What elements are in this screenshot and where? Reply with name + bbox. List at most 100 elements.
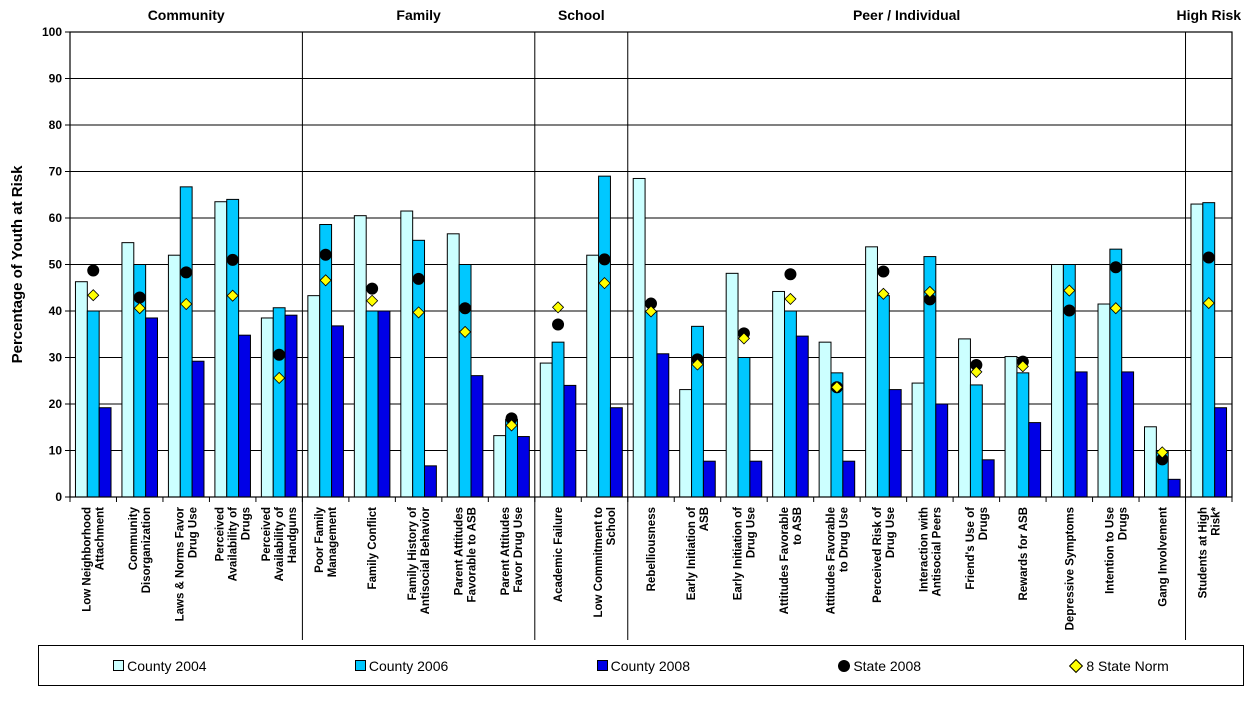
marker-state-2008 <box>598 253 611 266</box>
marker-8-state-norm <box>598 277 611 290</box>
marker-8-state-norm <box>366 294 379 307</box>
marker-8-state-norm <box>691 358 704 371</box>
legend-label-county-2004: County 2004 <box>127 657 207 674</box>
marker-state-2008 <box>1109 261 1122 274</box>
bar-county-2006 <box>969 384 983 498</box>
marker-state-2008 <box>226 253 239 266</box>
marker-8-state-norm <box>180 297 193 311</box>
bar-county-2004 <box>632 177 646 498</box>
y-tick-label: 50 <box>49 258 63 272</box>
marker-8-state-norm <box>226 289 239 302</box>
marker-state-2008 <box>366 282 379 295</box>
marker-8-state-norm <box>319 274 332 287</box>
marker-state-2008 <box>970 358 983 371</box>
legend-label-county-2006: County 2006 <box>368 657 449 674</box>
bar-county-2008 <box>609 407 623 498</box>
x-tick-label: Interaction withAntisocial Peers <box>918 507 943 596</box>
bar-county-2006 <box>1202 202 1216 498</box>
x-tick-label: Friend's Use ofDrugs <box>965 507 990 590</box>
bar-county-2004 <box>121 242 135 498</box>
x-tick-label: Academic Failure <box>553 507 565 602</box>
bar-county-2008 <box>191 360 205 498</box>
marker-state-2008 <box>877 265 890 278</box>
legend-item-8-state-norm: 8 State Norm <box>1069 657 1169 674</box>
marker-state-2008 <box>645 297 657 310</box>
y-tick-label: 60 <box>49 211 63 225</box>
marker-8-state-norm <box>970 365 983 378</box>
bar-county-2008 <box>888 389 902 498</box>
bar-county-2008 <box>1121 371 1135 498</box>
group-header: Community <box>148 7 225 23</box>
plot-border <box>69 31 1233 498</box>
legend-swatch-county-2008 <box>596 660 608 671</box>
x-tick-label: Laws & Norms FavorDrug Use <box>175 506 200 621</box>
bar-county-2004 <box>446 233 460 498</box>
y-tick-label: 40 <box>49 304 63 318</box>
y-tick-label: 30 <box>49 351 63 365</box>
x-tick-label: Low NeighborhoodAttachment <box>82 507 107 612</box>
marker-state-2008 <box>784 268 797 281</box>
marker-8-state-norm <box>1016 360 1029 373</box>
bar-county-2006 <box>319 224 333 498</box>
marker-8-state-norm <box>87 289 100 302</box>
x-tick-label: Rewards for ASB <box>1018 507 1030 601</box>
bar-county-2008 <box>842 460 856 498</box>
bar-county-2008 <box>516 436 530 498</box>
marker-state-2008 <box>412 272 425 285</box>
marker-8-state-norm <box>1063 284 1076 297</box>
bar-county-2004 <box>772 290 786 498</box>
bar-county-2004 <box>1097 303 1111 498</box>
bar-county-2004 <box>911 382 925 498</box>
legend-label-8-state-norm: 8 State Norm <box>1086 657 1169 674</box>
x-tick-label: Family Conflict <box>367 507 379 590</box>
bar-county-2008 <box>331 325 344 498</box>
bar-county-2008 <box>749 460 763 498</box>
bar-county-2004 <box>818 341 832 498</box>
y-tick-label: 0 <box>55 490 62 504</box>
bar-county-2008 <box>377 310 391 498</box>
bar-county-2004 <box>167 254 181 498</box>
x-tick-label: Early Initiation ofDrug Use <box>732 507 757 600</box>
bar-county-2006 <box>1016 372 1030 498</box>
bar-county-2006 <box>644 310 658 498</box>
marker-state-2008 <box>1202 251 1215 264</box>
group-header: Peer / Individual <box>853 7 960 23</box>
bar-county-2008 <box>470 375 484 498</box>
bar-county-2008 <box>98 407 112 498</box>
bar-county-2006 <box>551 341 565 498</box>
y-tick-label: 100 <box>42 25 62 39</box>
bar-county-2008 <box>981 459 995 498</box>
marker-8-state-norm <box>923 285 936 299</box>
marker-8-state-norm <box>412 306 425 319</box>
bar-county-2006 <box>784 310 797 498</box>
x-tick-label: Early Initiation ofASB <box>686 507 711 600</box>
legend-swatch-county-2004 <box>113 660 125 671</box>
x-tick-label: Students at HighRisk* <box>1197 506 1222 598</box>
marker-8-state-norm <box>1109 302 1122 315</box>
bar-county-2006 <box>226 198 240 498</box>
bar-county-2004 <box>1051 264 1064 498</box>
marker-state-2008 <box>133 291 146 304</box>
group-header: Family <box>396 7 441 23</box>
bar-county-2006 <box>737 357 751 498</box>
legend-swatch-county-2006 <box>354 660 366 671</box>
y-tick-label: 80 <box>49 118 63 132</box>
legend-diamond-marker-icon <box>1069 658 1084 673</box>
x-tick-label: PerceivedAvailability ofDrugs <box>215 507 253 582</box>
marker-state-2008 <box>459 302 472 315</box>
bar-county-2008 <box>238 334 251 498</box>
marker-8-state-norm <box>459 325 472 338</box>
bar-county-2008 <box>656 353 670 498</box>
bar-county-2006 <box>1062 264 1076 498</box>
x-tick-label: Low Commitment toSchool <box>593 507 618 618</box>
marker-state-2008 <box>180 266 193 279</box>
bar-county-2008 <box>935 403 949 498</box>
bar-county-2006 <box>1109 248 1123 498</box>
marker-8-state-norm <box>1156 446 1169 459</box>
x-tick-label: PerceivedAvailability ofHandguns <box>261 507 299 582</box>
legend-label-county-2008: County 2008 <box>610 657 690 674</box>
marker-state-2008 <box>1156 453 1169 466</box>
x-tick-label: Attitudes Favorableto Drug Use <box>825 507 850 614</box>
bar-county-2004 <box>958 338 971 498</box>
marker-state-2008 <box>505 412 518 425</box>
